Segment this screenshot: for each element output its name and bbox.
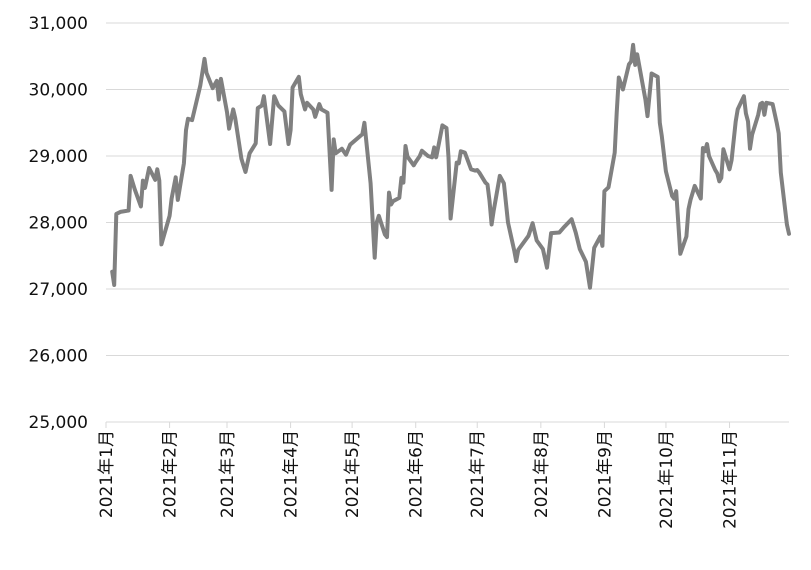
y-tick-label: 30,000 (29, 81, 88, 101)
series-line (110, 42, 791, 290)
y-tick-label: 31,000 (29, 14, 88, 34)
x-tick-label: 2021年2月 (161, 430, 181, 518)
x-axis-tick-labels: 2021年1月 2021年2月 2021年3月 2021年4月 2021年5月 2021年… (97, 430, 741, 529)
x-tick-label: 2021年11月 (721, 430, 741, 529)
y-tick-label: 28,000 (29, 214, 88, 234)
x-tick-label: 2021年5月 (343, 430, 363, 518)
x-tick-label: 2021年10月 (657, 430, 677, 529)
x-tick-label: 2021年6月 (407, 430, 427, 518)
y-tick-label: 25,000 (29, 413, 88, 433)
x-tick-label: 2021年4月 (282, 430, 302, 518)
y-axis-tick-labels: 25,000 26,000 27,000 28,000 29,000 30,000 31,0… (29, 14, 88, 433)
x-tick-label: 2021年7月 (468, 430, 488, 518)
y-tick-label: 27,000 (29, 280, 88, 300)
y-tick-label: 29,000 (29, 147, 88, 167)
x-tick-label: 2021年8月 (532, 430, 552, 518)
x-tick-label: 2021年9月 (595, 430, 615, 518)
x-axis-ticks (105, 422, 731, 428)
y-tick-label: 26,000 (29, 347, 88, 367)
x-tick-label: 2021年3月 (218, 430, 238, 518)
x-tick-label: 2021年1月 (97, 430, 117, 518)
